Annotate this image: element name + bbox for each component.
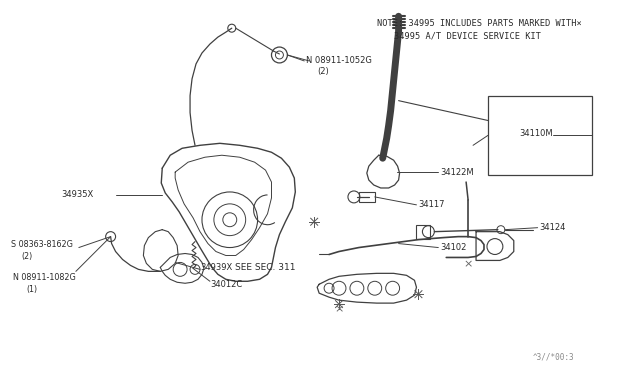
Text: 34110M: 34110M: [519, 129, 552, 138]
Bar: [417, 225, 430, 238]
Text: ×: ×: [334, 304, 344, 314]
Text: (2): (2): [317, 67, 329, 76]
Text: (1): (1): [26, 285, 37, 294]
Text: 34117: 34117: [419, 201, 445, 209]
Text: 34124: 34124: [540, 223, 566, 232]
Text: NOTE: 34995 INCLUDES PARTS MARKED WITH×: NOTE: 34995 INCLUDES PARTS MARKED WITH×: [377, 19, 582, 28]
Text: 34122M: 34122M: [440, 168, 474, 177]
Text: 34995 A/T DEVICE SERVICE KIT: 34995 A/T DEVICE SERVICE KIT: [394, 31, 541, 40]
Text: N 08911-1082G: N 08911-1082G: [13, 273, 76, 282]
Bar: [359, 192, 375, 202]
Text: SEE SEC. 311: SEE SEC. 311: [235, 263, 295, 272]
Text: ^3//*00:3: ^3//*00:3: [532, 352, 574, 361]
Text: 34935X: 34935X: [61, 190, 93, 199]
Text: 34102: 34102: [440, 243, 467, 252]
Text: (2): (2): [21, 252, 33, 261]
Text: 34012C: 34012C: [210, 280, 242, 289]
Bar: [488, 96, 592, 175]
Text: ×: ×: [463, 259, 473, 269]
Text: 34939X: 34939X: [200, 263, 232, 272]
Text: S 08363-8162G: S 08363-8162G: [12, 240, 73, 249]
Text: N 08911-1052G: N 08911-1052G: [307, 57, 372, 65]
